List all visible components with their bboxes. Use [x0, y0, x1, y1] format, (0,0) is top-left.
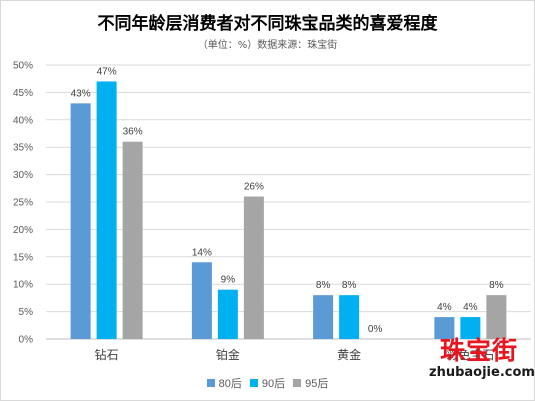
y-tick-label: 40% [13, 115, 33, 126]
legend-swatch [249, 379, 258, 387]
bar [191, 262, 212, 339]
data-label: 26% [244, 182, 264, 193]
legend-label: 90后 [261, 378, 286, 390]
y-tick-label: 25% [13, 198, 33, 209]
data-label: 4% [463, 302, 478, 313]
data-label: 43% [71, 88, 91, 99]
data-label: 0% [368, 324, 383, 335]
x-tick-label: 彩色宝石 [446, 348, 494, 362]
bar [434, 317, 455, 339]
chart-legend: 80后 90后 95后 [1, 375, 534, 391]
x-tick-label: 铂金 [216, 347, 240, 362]
data-label: 8% [489, 280, 504, 291]
y-tick-label: 35% [13, 143, 33, 154]
y-tick-label: 0% [19, 335, 34, 346]
legend-item: 90后 [249, 375, 286, 391]
chart-subtitle: （单位：%）数据来源：珠宝街 [197, 40, 338, 51]
watermark-domain: zhubaojie.com [429, 365, 535, 380]
y-tick-label: 30% [13, 170, 33, 181]
legend-swatch [293, 379, 302, 387]
legend-label: 80后 [218, 378, 242, 390]
bar [460, 317, 481, 339]
y-tick-label: 20% [13, 225, 33, 236]
bar [122, 141, 143, 339]
y-tick-label: 5% [19, 307, 34, 318]
bar [313, 295, 334, 339]
bar [243, 196, 264, 339]
data-label: 14% [192, 247, 212, 258]
y-tick-label: 50% [13, 61, 33, 72]
x-tick-label: 黄金 [337, 347, 361, 362]
chart-title: 不同年龄层消费者对不同珠宝品类的喜爱程度 [97, 14, 438, 34]
bar [217, 289, 238, 339]
data-label: 4% [437, 302, 452, 313]
legend-label: 95后 [305, 378, 329, 390]
data-label: 8% [342, 280, 357, 291]
legend-item: 95后 [293, 375, 328, 391]
y-tick-label: 45% [13, 88, 33, 99]
y-tick-label: 10% [13, 280, 33, 291]
bar [486, 295, 507, 339]
data-label: 36% [123, 127, 143, 138]
watermark-logo: 珠宝街 [439, 336, 518, 365]
data-label: 47% [97, 66, 117, 77]
legend-swatch [206, 379, 215, 387]
x-tick-label: 钻石 [95, 347, 119, 362]
bar [70, 103, 91, 339]
bar [339, 295, 360, 339]
data-label: 8% [316, 280, 331, 291]
watermark: 珠宝街 zhubaojie.com [429, 336, 535, 381]
legend-item: 80后 [206, 375, 242, 391]
data-label: 9% [221, 275, 236, 286]
y-tick-label: 15% [13, 252, 33, 263]
bar [96, 81, 117, 339]
